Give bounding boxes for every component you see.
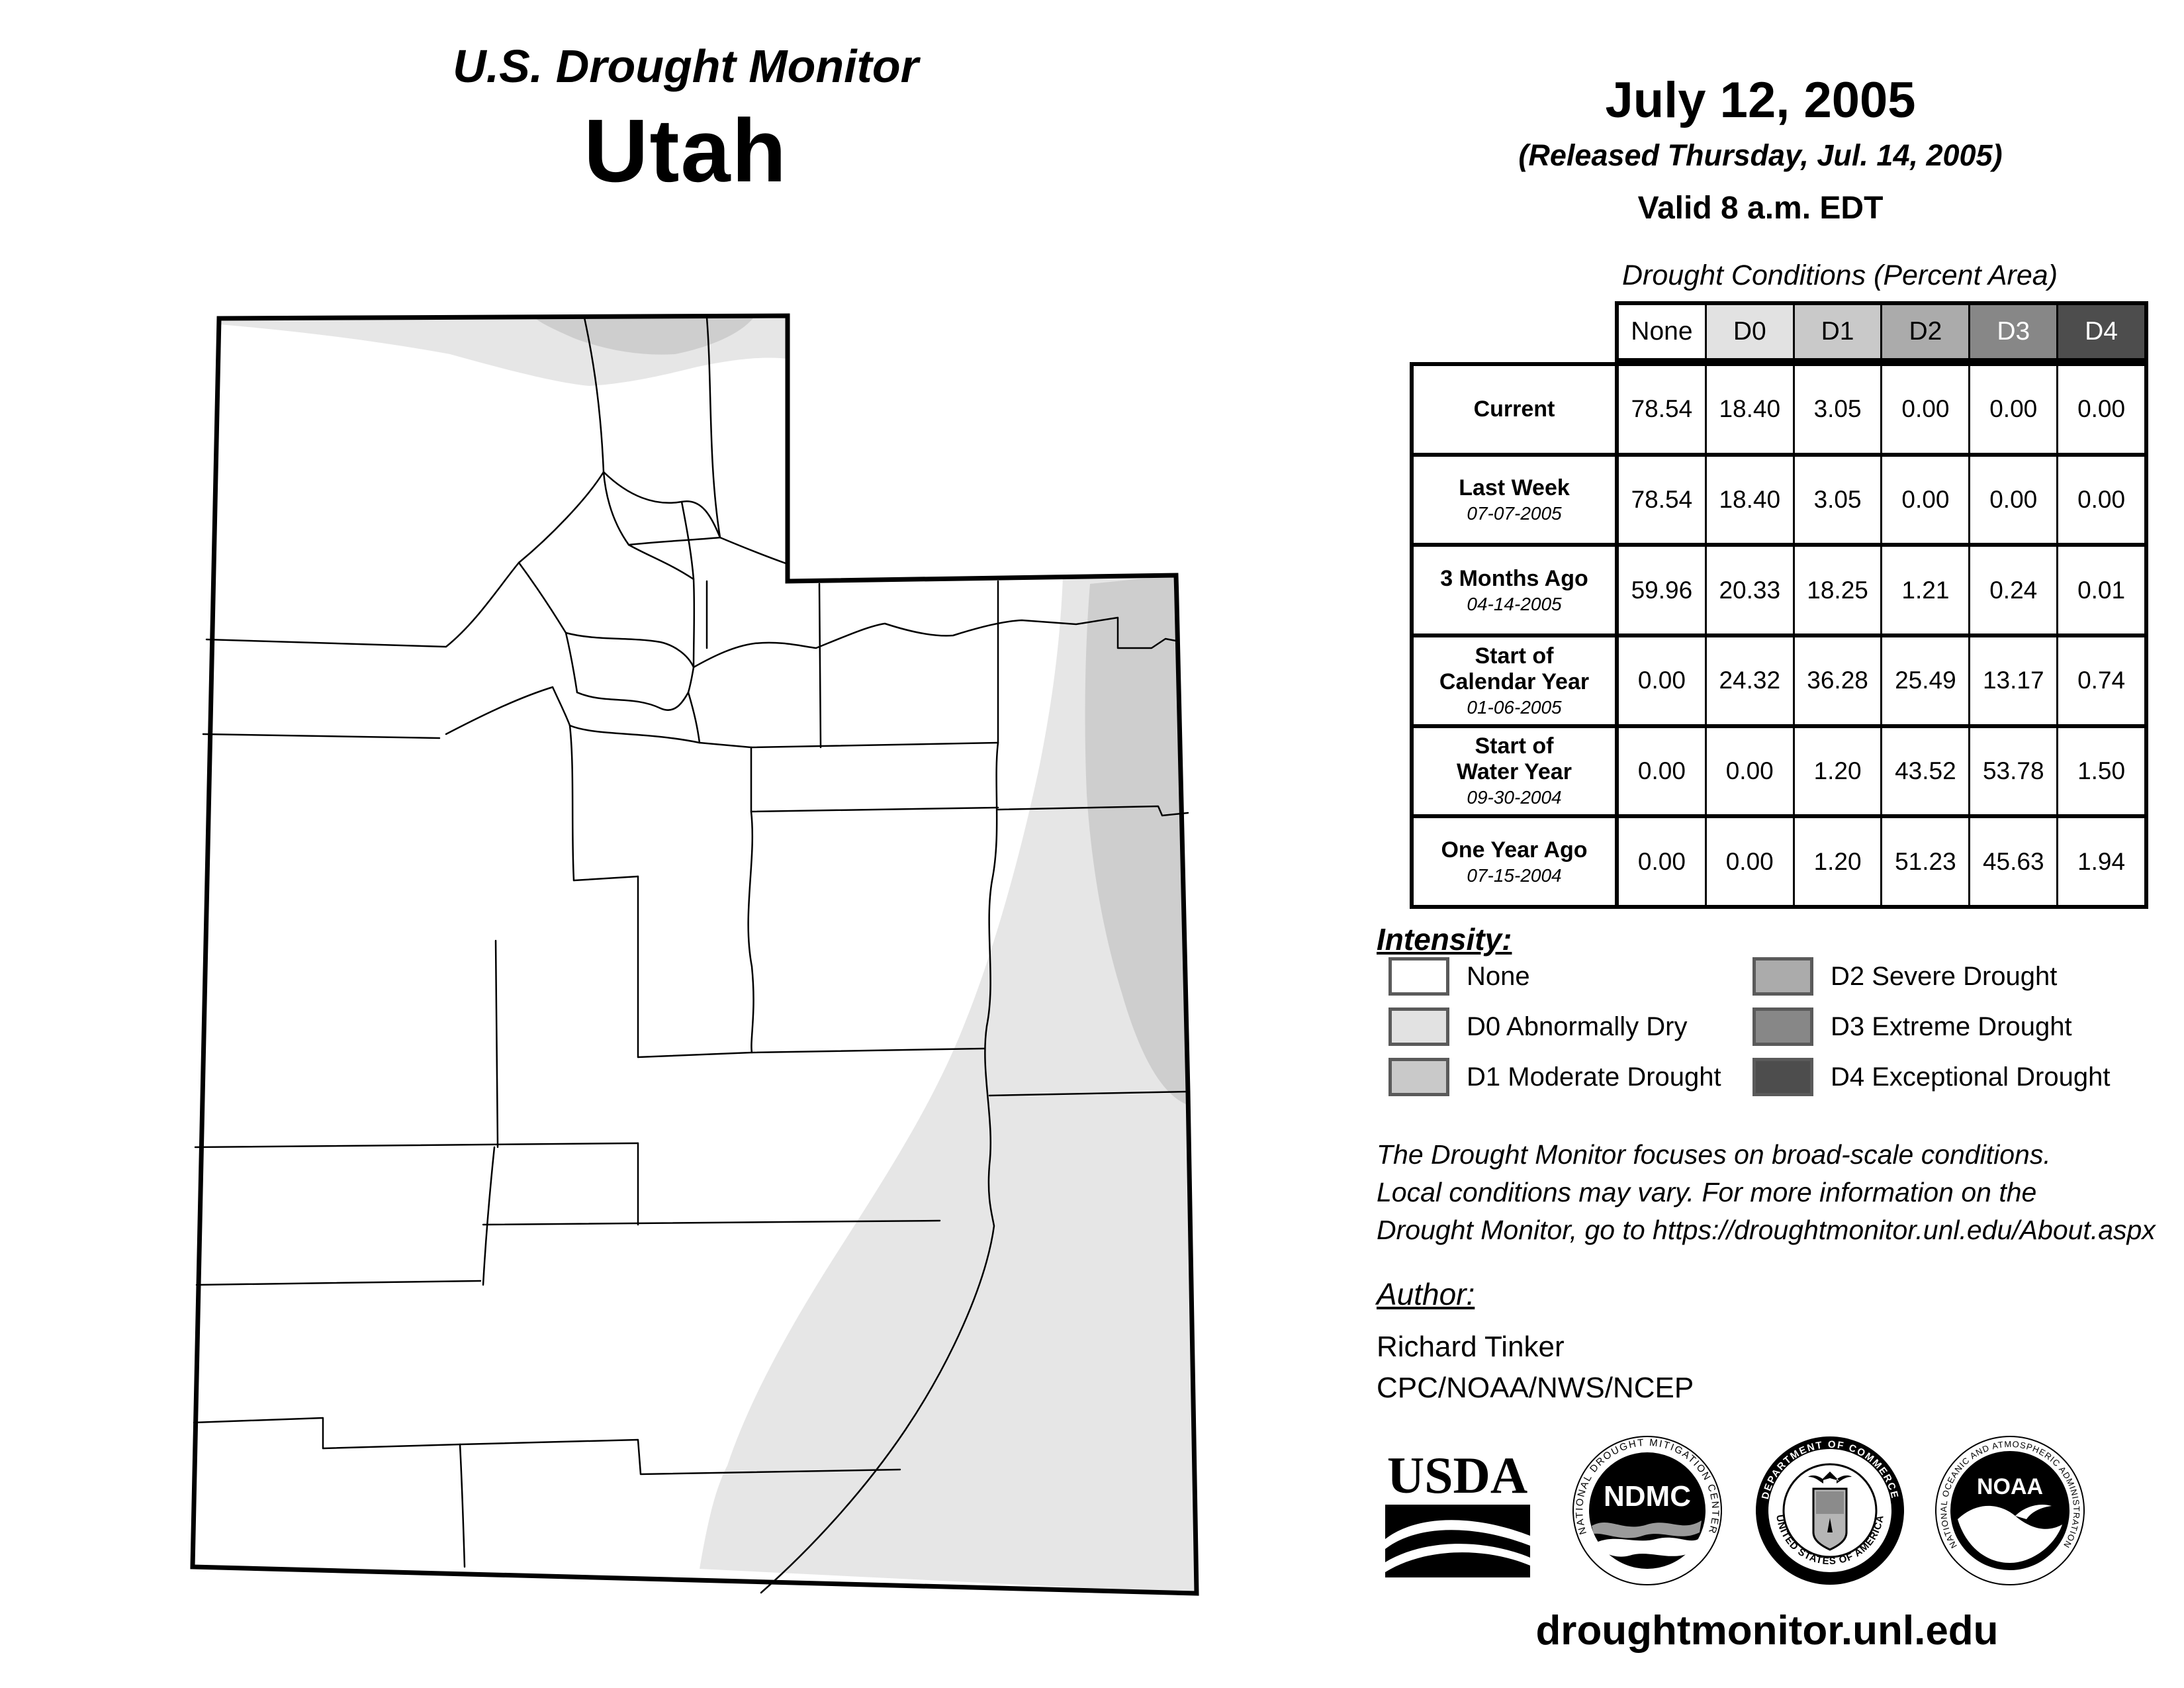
col-header-d2: D2 — [1882, 305, 1969, 358]
author-name: Richard Tinker — [1377, 1331, 1565, 1363]
author-org: CPC/NOAA/NWS/NCEP — [1377, 1372, 1694, 1404]
table-cell: 0.74 — [2058, 637, 2144, 724]
table-cell: 1.20 — [1794, 727, 1881, 815]
drought-table-header: None D0 D1 D2 D3 D4 — [1615, 301, 2148, 362]
legend-swatch-none — [1388, 957, 1449, 996]
table-cell: 18.40 — [1706, 456, 1793, 543]
row-label: Current — [1414, 366, 1615, 453]
table-cell: 0.00 — [1882, 366, 1969, 453]
d1-region-east — [1085, 575, 1186, 1104]
noaa-bird-icon — [1958, 1504, 2062, 1563]
legend-swatch-d2 — [1752, 957, 1813, 996]
col-header-d0: D0 — [1706, 305, 1793, 358]
legend-item-none: None — [1388, 957, 1530, 996]
drought-table-data: 78.54 18.40 3.05 0.00 0.00 0.00 78.54 18… — [1615, 362, 2148, 909]
footer-url: droughtmonitor.unl.edu — [1535, 1608, 1999, 1654]
table-cell: 59.96 — [1619, 547, 1705, 633]
utah-drought-map — [190, 313, 1199, 1596]
table-cell: 3.05 — [1794, 456, 1881, 543]
legend-swatch-d4 — [1752, 1058, 1813, 1096]
table-cell: 0.00 — [2058, 366, 2144, 453]
row-label: Start of Calendar Year 01-06-2005 — [1414, 637, 1615, 724]
table-cell: 53.78 — [1970, 727, 2057, 815]
legend-swatch-d3 — [1752, 1008, 1813, 1046]
ndmc-text: NDMC — [1604, 1480, 1691, 1513]
col-header-d4: D4 — [2058, 305, 2144, 358]
valid-time: Valid 8 a.m. EDT — [1637, 191, 1884, 226]
state-outline — [190, 313, 1199, 1596]
legend-swatch-d0 — [1388, 1008, 1449, 1046]
noaa-logo: NATIONAL OCEANIC AND ATMOSPHERIC ADMINIS… — [1935, 1436, 2085, 1585]
table-cell: 1.20 — [1794, 818, 1881, 905]
report-title: U.S. Drought Monitor — [453, 40, 919, 92]
table-cell: 0.00 — [1619, 818, 1705, 905]
page-title: U.S. Drought Monitor Utah — [222, 40, 1149, 202]
author-heading: Author: — [1377, 1277, 1475, 1311]
table-cell: 43.52 — [1882, 727, 1969, 815]
table-cell: 0.00 — [1706, 727, 1793, 815]
legend-item-d0: D0 Abnormally Dry — [1388, 1008, 1687, 1046]
table-cell: 0.00 — [1970, 456, 2057, 543]
map-date: July 12, 2005 — [1605, 72, 1916, 128]
table-cell: 18.25 — [1794, 547, 1881, 633]
state-name: Utah — [584, 101, 788, 201]
disclaimer-note: The Drought Monitor focuses on broad-sca… — [1377, 1139, 2156, 1245]
col-header-d3: D3 — [1970, 305, 2057, 358]
table-cell: 0.00 — [1619, 727, 1705, 815]
table-cell: 0.00 — [1706, 818, 1793, 905]
usda-logo: USDA — [1385, 1446, 1530, 1577]
table-caption: Drought Conditions (Percent Area) — [1621, 259, 2058, 291]
table-cell: 0.24 — [1970, 547, 2057, 633]
usda-text: USDA — [1387, 1446, 1527, 1504]
table-cell: 1.21 — [1882, 547, 1969, 633]
legend-item-d2: D2 Severe Drought — [1752, 957, 2057, 996]
d0-region-southeast — [700, 575, 1197, 1593]
table-cell: 20.33 — [1706, 547, 1793, 633]
table-cell: 78.54 — [1619, 366, 1705, 453]
legend-swatch-d1 — [1388, 1058, 1449, 1096]
legend-item-d4: D4 Exceptional Drought — [1752, 1058, 2110, 1096]
table-cell: 0.00 — [1882, 456, 1969, 543]
table-cell: 25.49 — [1882, 637, 1969, 724]
table-cell: 24.32 — [1706, 637, 1793, 724]
table-cell: 0.00 — [1970, 366, 2057, 453]
county-boundaries — [193, 316, 1191, 1594]
date-block: July 12, 2005 (Released Thursday, Jul. 1… — [1430, 71, 2091, 226]
table-cell: 0.00 — [2058, 456, 2144, 543]
row-label: One Year Ago 07-15-2004 — [1414, 818, 1615, 905]
table-cell: 18.40 — [1706, 366, 1793, 453]
table-cell: 1.50 — [2058, 727, 2144, 815]
table-cell: 45.63 — [1970, 818, 2057, 905]
legend-item-d1: D1 Moderate Drought — [1388, 1058, 1721, 1096]
doc-eagle-icon — [1808, 1472, 1852, 1483]
released-date: (Released Thursday, Jul. 14, 2005) — [1518, 138, 2003, 172]
drought-table-row-labels: Current Last Week 07-07-2005 3 Months Ag… — [1410, 362, 1619, 909]
legend-heading: Intensity: — [1377, 922, 1512, 957]
table-cell: 78.54 — [1619, 456, 1705, 543]
table-cell: 51.23 — [1882, 818, 1969, 905]
col-header-none: None — [1619, 305, 1705, 358]
legend-item-d3: D3 Extreme Drought — [1752, 1008, 2072, 1046]
d1-region-north — [535, 316, 754, 355]
table-cell: 3.05 — [1794, 366, 1881, 453]
noaa-text: NOAA — [1977, 1474, 2043, 1499]
table-cell: 0.00 — [1619, 637, 1705, 724]
col-header-d1: D1 — [1794, 305, 1881, 358]
table-cell: 1.94 — [2058, 818, 2144, 905]
table-cell: 0.01 — [2058, 547, 2144, 633]
commerce-logo: DEPARTMENT OF COMMERCE UNITED STATES OF … — [1756, 1436, 1904, 1585]
row-label: Last Week 07-07-2005 — [1414, 456, 1615, 543]
row-label: Start of Water Year 09-30-2004 — [1414, 727, 1615, 815]
table-cell: 36.28 — [1794, 637, 1881, 724]
table-cell: 13.17 — [1970, 637, 2057, 724]
row-label: 3 Months Ago 04-14-2005 — [1414, 547, 1615, 633]
ndmc-logo: NATIONAL DROUGHT MITIGATION CENTER UNIVE… — [1572, 1436, 1722, 1585]
